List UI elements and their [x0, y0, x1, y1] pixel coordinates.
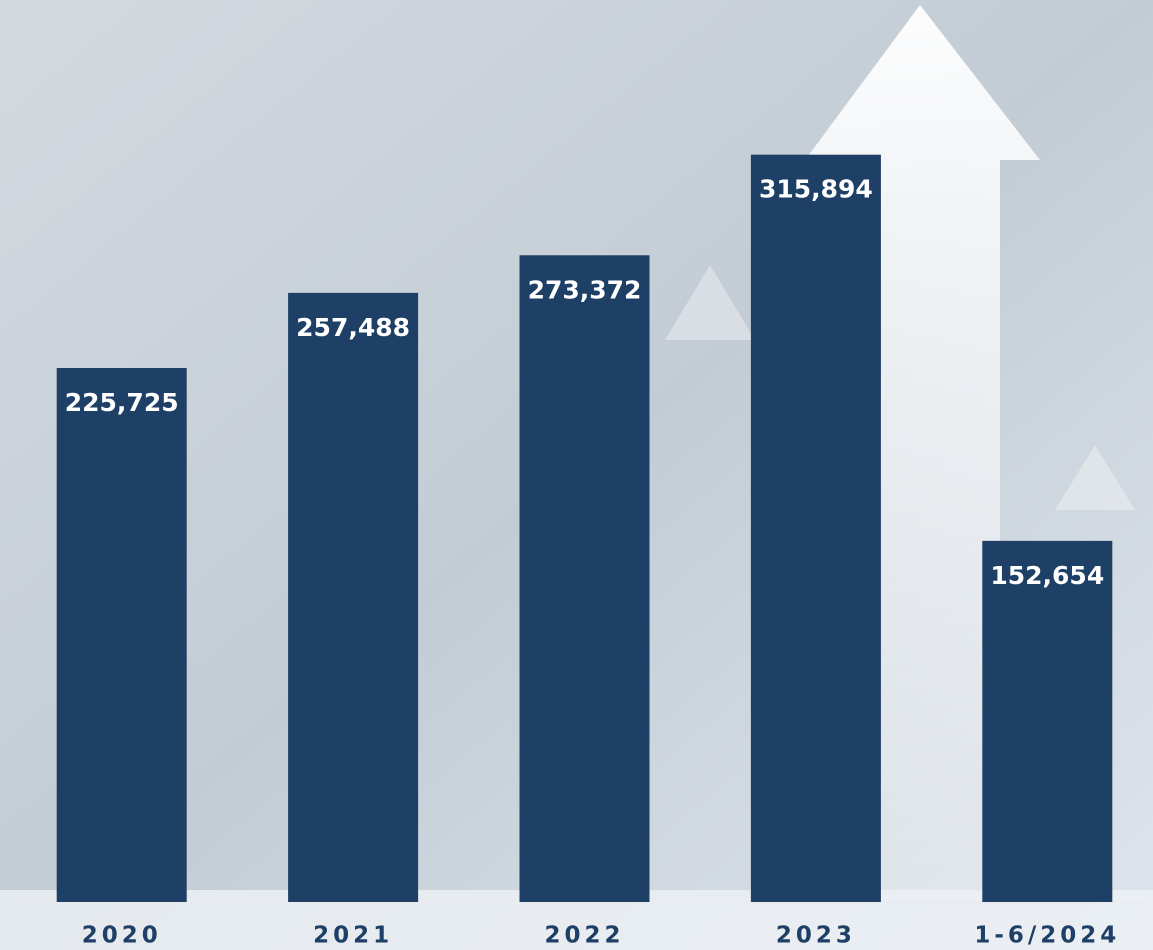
value-label: 152,654: [990, 561, 1104, 590]
value-label: 257,488: [296, 313, 410, 342]
bar: [520, 255, 650, 902]
x-tick-label: 2021: [313, 923, 393, 949]
bar: [57, 368, 187, 902]
bar: [288, 293, 418, 902]
page: 2020 225,725 2021 257,488 2022 273,372 2023 315…: [0, 0, 1153, 950]
x-tick-label: 2020: [82, 923, 162, 949]
value-label: 225,725: [65, 388, 179, 417]
chart: 2020 225,725 2021 257,488 2022 273,372 2023 315…: [0, 0, 1153, 950]
value-label: 273,372: [528, 275, 642, 304]
value-label: 315,894: [759, 175, 873, 204]
x-tick-label: 2022: [544, 923, 624, 949]
bar: [751, 155, 881, 902]
x-tick-label: 2023: [776, 923, 856, 949]
bar: [982, 541, 1112, 902]
x-tick-label: 1-6/2024: [974, 923, 1120, 949]
